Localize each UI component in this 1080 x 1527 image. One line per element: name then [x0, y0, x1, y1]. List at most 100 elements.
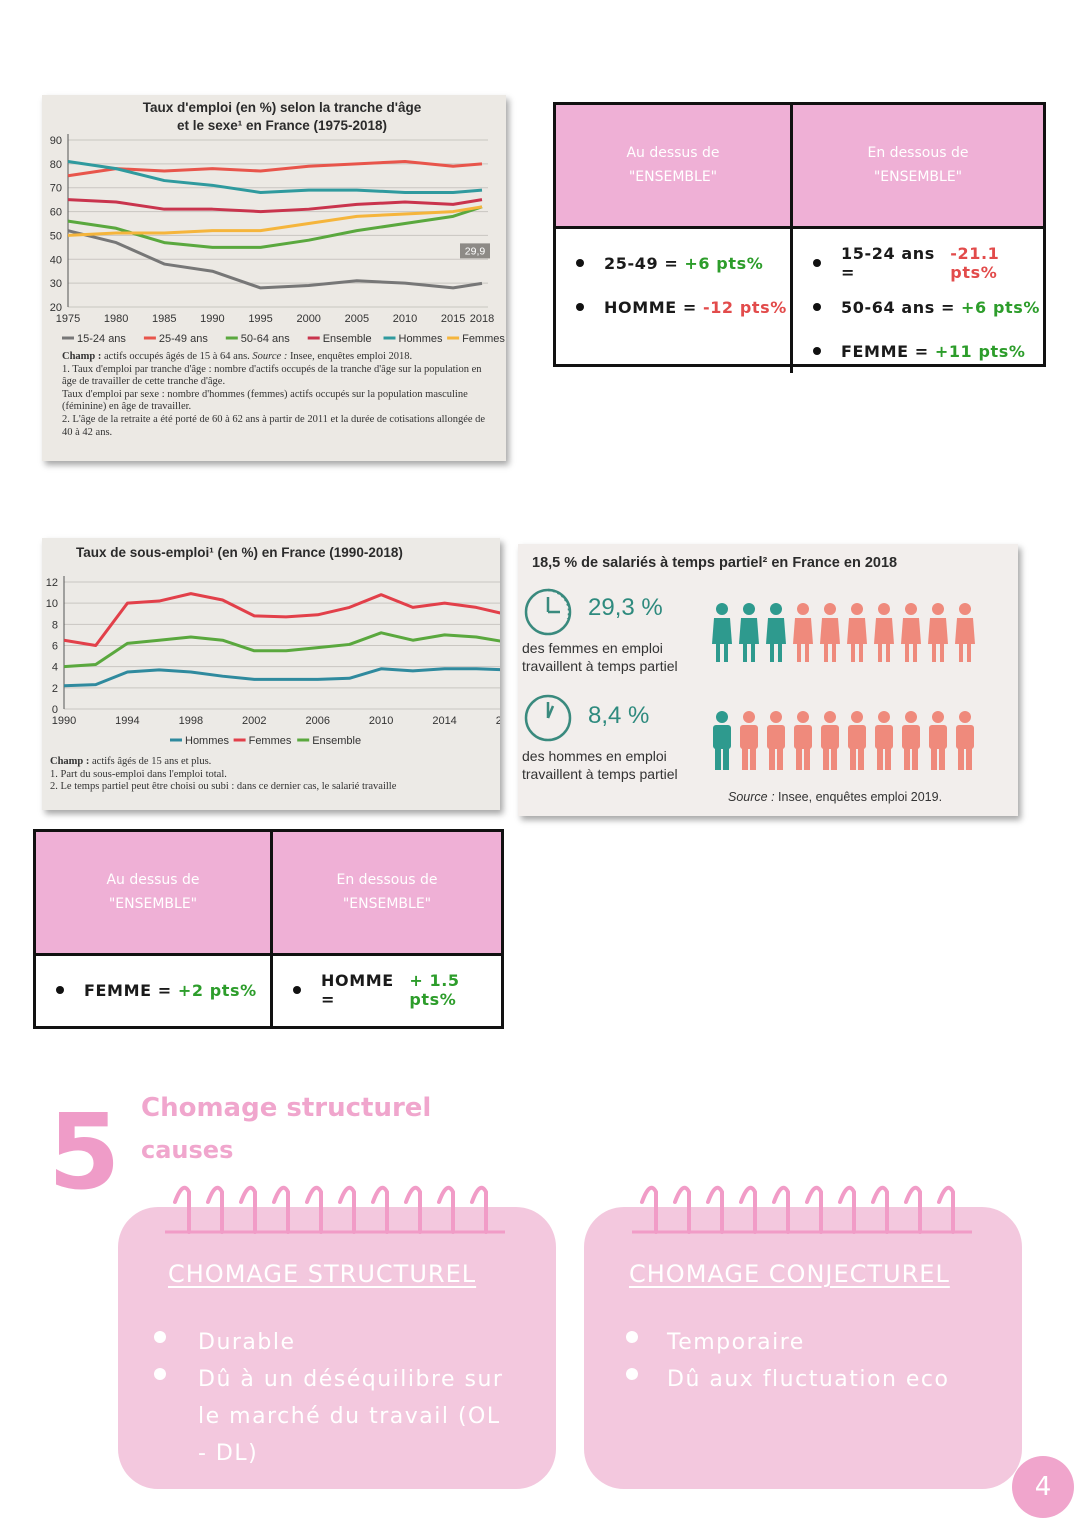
y-tick-label: 0: [52, 704, 58, 716]
page-number: 4: [1012, 1456, 1074, 1518]
item-value: +6 pts%: [961, 297, 1040, 317]
item-value: -12 pts%: [702, 297, 787, 317]
figure2-notes: Champ : actifs âgés de 15 ans et plus. 1…: [50, 756, 500, 794]
structural-item-durable: Durable: [198, 1330, 296, 1355]
table2-above-list: FEMME = +2 pts%: [36, 956, 270, 1026]
men-caption: des hommes en emploi travaillent à temps…: [522, 748, 678, 783]
table-bullet-item: FEMME = +11 pts%: [813, 329, 1043, 373]
y-tick-label: 80: [50, 159, 62, 171]
person-icon: [712, 603, 732, 662]
binding-ring: [404, 1185, 422, 1234]
clock-icon: [524, 588, 572, 636]
bullet-dot: [813, 347, 821, 355]
spiral-binding: [165, 1185, 505, 1234]
structural-item-cause: Dû à un déséquilibre sur le marché du tr…: [198, 1361, 503, 1472]
binding-ring: [437, 1185, 455, 1234]
series-line-ensemble: [63, 631, 500, 669]
binding-ring: [173, 1185, 191, 1234]
table-bullet-item: HOMME = -12 pts%: [576, 285, 790, 329]
bullet-dot: [576, 303, 584, 311]
source-text: Insee, enquêtes emploi 2018.: [289, 351, 413, 362]
x-tick-label: 2010: [369, 715, 393, 727]
champ-label-2: Champ :: [50, 756, 90, 767]
y-tick-label: 30: [50, 278, 62, 290]
note-2: 2. L'âge de la retraite a été porté de 6…: [62, 413, 486, 438]
binding-ring: [239, 1185, 257, 1234]
bullet-dot: [813, 303, 821, 311]
binding-ring: [739, 1185, 757, 1234]
men-caption-line2: travaillent à temps partiel: [522, 765, 678, 782]
underemployment-comparison-table: Au dessus de "ENSEMBLE" En dessous de "E…: [33, 829, 504, 1029]
person-icon: [847, 603, 867, 662]
x-tick-label: 1975: [56, 313, 80, 325]
legend-label: Femmes: [249, 735, 292, 747]
champ-text: actifs occupés âgés de 15 à 64 ans.: [104, 351, 250, 362]
section-title: Chomage structurel: [141, 1093, 432, 1123]
legend-label: Ensemble: [323, 333, 372, 345]
person-icon: [928, 603, 948, 662]
cyclical-card-title: CHOMAGE CONJECTUREL: [629, 1260, 950, 1288]
binding-ring: [706, 1185, 724, 1234]
person-icon: [739, 603, 759, 662]
series-line-25-49-ans: [67, 159, 483, 178]
series-line-femmes: [67, 205, 483, 237]
item-value: +2 pts%: [177, 980, 257, 1000]
structural-cause-line3: - DL): [198, 1441, 259, 1466]
bullet-dot: [154, 1331, 166, 1343]
women-icon-row: [710, 602, 977, 664]
y-tick-label: 2: [52, 683, 58, 695]
legend-label: 25-49 ans: [159, 333, 208, 345]
table-bullet-item: 25-49 = +6 pts%: [576, 241, 790, 285]
binding-ring: [937, 1185, 955, 1234]
employment-rate-figure: Taux d'emploi (en %) selon la tranche d'…: [42, 95, 506, 461]
person-icon: [713, 711, 731, 770]
legend-label: Femmes: [462, 333, 505, 345]
bullet-dot: [56, 986, 64, 994]
person-icon: [848, 711, 866, 770]
y-tick-label: 8: [52, 619, 58, 631]
item-label: 50-64 ans =: [841, 297, 956, 317]
person-icon: [874, 603, 894, 662]
table1-head-above: Au dessus de "ENSEMBLE": [556, 105, 790, 229]
end-value-box: [460, 243, 490, 259]
structural-card-title: CHOMAGE STRUCTUREL: [168, 1260, 477, 1288]
x-tick-label: 2002: [242, 715, 266, 727]
men-percentage: 8,4 %: [588, 702, 650, 729]
person-icon: [955, 603, 975, 662]
item-label: HOMME =: [604, 297, 697, 317]
binding-ring: [805, 1185, 823, 1234]
y-tick-label: 40: [50, 254, 62, 266]
item-label: 15-24 ans =: [841, 244, 935, 282]
binding-ring: [272, 1185, 290, 1234]
x-tick-label: 1998: [179, 715, 203, 727]
women-caption: des femmes en emploi travaillent à temps…: [522, 640, 678, 675]
binding-ring: [673, 1185, 691, 1234]
source-label: Source :: [252, 351, 288, 362]
person-icon: [794, 711, 812, 770]
binding-ring: [772, 1185, 790, 1234]
bullet-dot: [813, 259, 821, 267]
note-1: 1. Taux d'emploi par tranche d'âge : nom…: [62, 363, 482, 388]
end-value-label: 29,9: [465, 245, 486, 257]
section-number: 5: [48, 1091, 121, 1213]
person-icon: [929, 711, 947, 770]
table2-head-below: En dessous de "ENSEMBLE": [270, 832, 501, 956]
part-time-infographic: 18,5 % de salariés à temps partiel² en F…: [518, 544, 1018, 816]
person-icon: [901, 603, 921, 662]
infographic-source-text: Insee, enquêtes emploi 2019.: [778, 790, 943, 804]
table2-head-above: Au dessus de "ENSEMBLE": [36, 832, 270, 956]
note2-1: 1. Part du sous-emploi dans l'emploi tot…: [50, 768, 227, 780]
binding-ring: [206, 1185, 224, 1234]
employment-comparison-table: Au dessus de "ENSEMBLE" En dessous de "E…: [553, 102, 1046, 373]
x-tick-label: 2005: [345, 313, 369, 325]
structural-cause-line1: Dû à un déséquilibre sur: [198, 1367, 504, 1392]
legend-label: Hommes: [185, 735, 230, 747]
person-icon: [956, 711, 974, 770]
table1-above-list: 25-49 = +6 pts% HOMME = -12 pts%: [556, 229, 790, 373]
table1-below-list: 15-24 ans = -21.1 pts% 50-64 ans = +6 pts% F…: [790, 229, 1043, 373]
binding-ring: [338, 1185, 356, 1234]
legend-label: Ensemble: [312, 735, 361, 747]
infographic-source-label: Source :: [728, 790, 775, 804]
table-bullet-item: 50-64 ans = +6 pts%: [813, 285, 1043, 329]
